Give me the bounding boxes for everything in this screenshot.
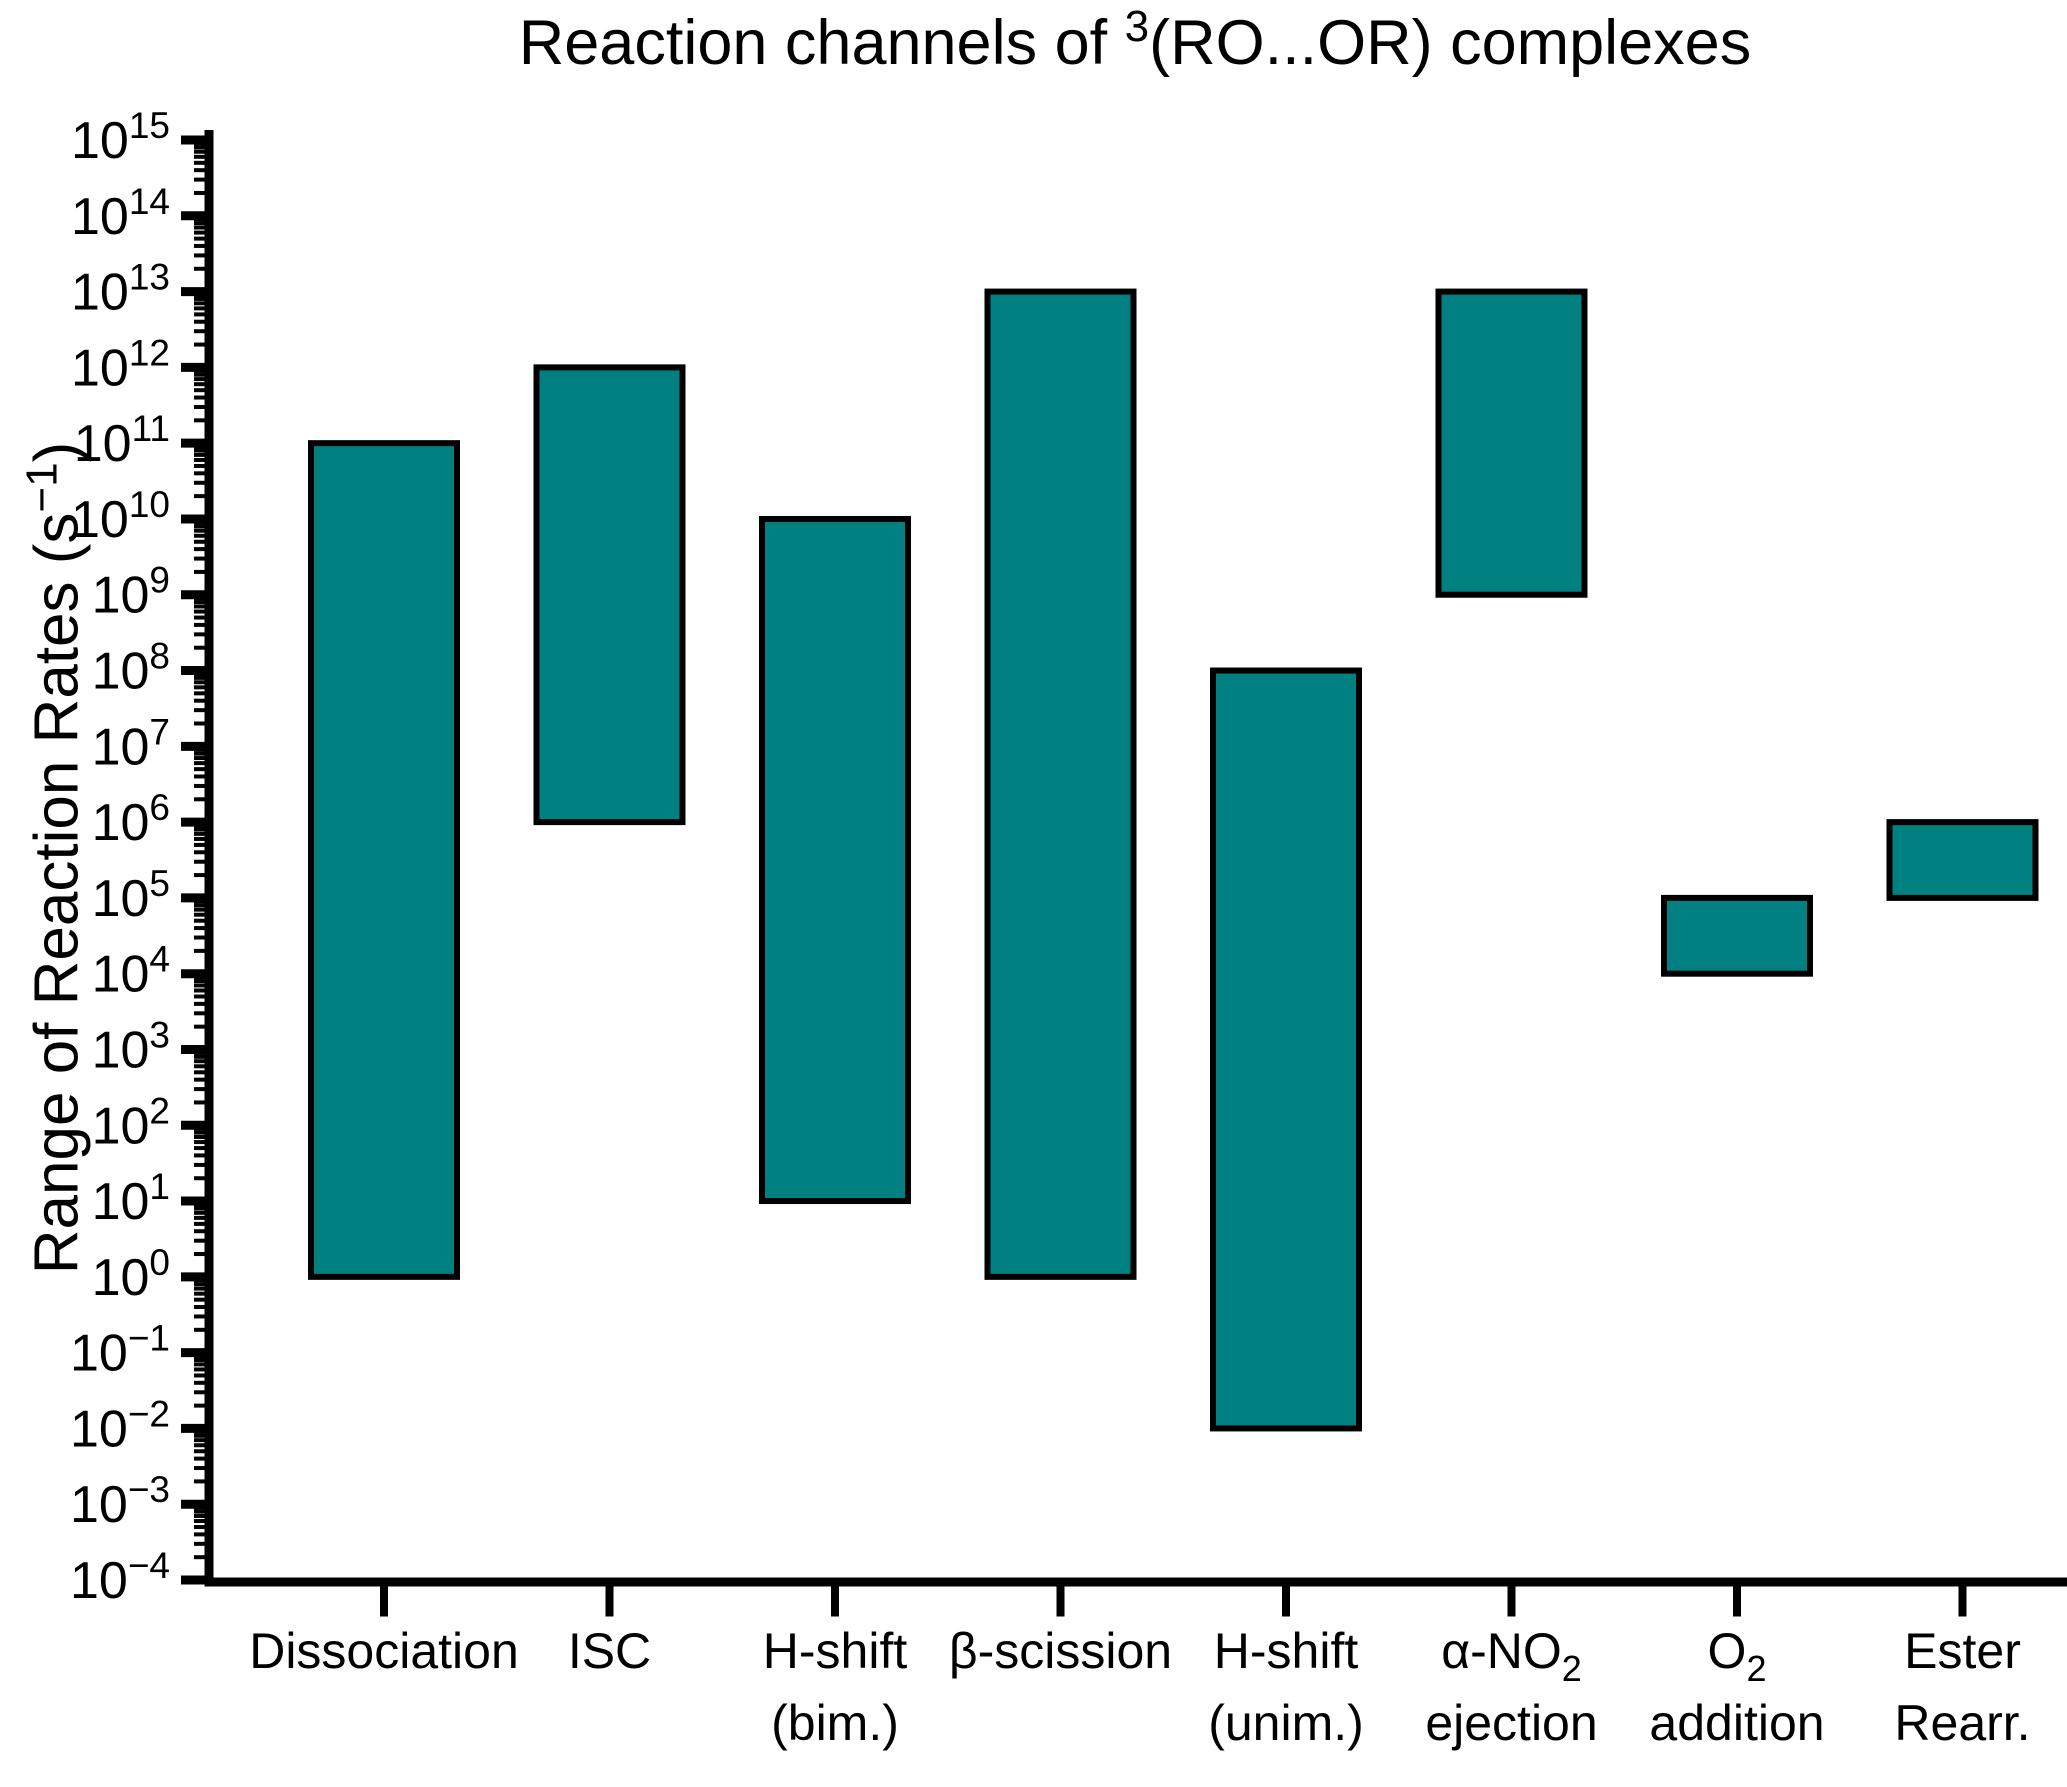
range-bar-o2-addition [1661, 894, 1813, 977]
y-tick-label: 1014 [71, 181, 170, 246]
y-tick-label: 103 [92, 1014, 170, 1079]
y-tick-label: 10−4 [70, 1545, 170, 1610]
x-category-label-o2-addition: O2 [1708, 1623, 1767, 1689]
x-category-label-alpha-no2-ejection: α-NO2 [1441, 1623, 1582, 1689]
y-tick-label: 1010 [71, 484, 170, 549]
x-category-label-ester-rearr: Rearr. [1894, 1695, 2030, 1751]
y-tick-label: 1011 [74, 408, 170, 473]
range-bar-beta-scission [984, 288, 1137, 1280]
y-tick-label: 100 [92, 1242, 170, 1307]
y-tick-label: 105 [92, 863, 170, 928]
y-tick-label: 1015 [71, 105, 170, 170]
x-category-label-h-shift-unim: (unim.) [1208, 1695, 1364, 1751]
chart-title-superscript: 3 [1124, 2, 1150, 51]
x-category-label-beta-scission: β-scission [949, 1623, 1172, 1679]
range-bar-ester-rearr [1886, 819, 2039, 901]
y-tick-label: 109 [92, 560, 170, 625]
chart-title: Reaction channels of 3(RO...OR) complexe… [210, 2, 2060, 79]
y-tick-label: 101 [92, 1166, 170, 1231]
x-category-label-h-shift-bim: H-shift [763, 1623, 908, 1679]
y-tick-label: 1013 [71, 257, 170, 322]
range-bar-h-shift-unim [1210, 667, 1362, 1432]
y-tick-label: 10−2 [70, 1393, 170, 1458]
range-bar-dissociation [308, 440, 460, 1280]
chart-title-prefix: Reaction channels of [518, 8, 1125, 78]
y-tick-label: 106 [92, 787, 170, 852]
x-category-label-dissociation: Dissociation [249, 1623, 519, 1679]
range-bar-alpha-no2-ejection [1435, 288, 1588, 598]
y-tick-label: 104 [92, 939, 170, 1004]
y-tick-label: 102 [92, 1090, 170, 1155]
x-category-label-ester-rearr: Ester [1904, 1623, 2021, 1679]
x-category-label-o2-addition: addition [1649, 1695, 1824, 1751]
y-tick-label: 10−3 [70, 1469, 170, 1534]
range-bar-isc [533, 364, 686, 826]
chart-title-suffix: (RO...OR) complexes [1149, 8, 1752, 78]
x-category-label-isc: ISC [568, 1623, 651, 1679]
range-bar-h-shift-bim [759, 515, 911, 1205]
y-tick-label: 107 [92, 711, 170, 776]
x-category-label-h-shift-bim: (bim.) [771, 1695, 899, 1751]
y-tick-label: 108 [92, 636, 170, 701]
x-category-label-h-shift-unim: H-shift [1214, 1623, 1359, 1679]
y-tick-label: 1012 [71, 332, 170, 397]
y-tick-label: 10−1 [70, 1318, 170, 1383]
x-category-label-alpha-no2-ejection: ejection [1425, 1695, 1597, 1751]
